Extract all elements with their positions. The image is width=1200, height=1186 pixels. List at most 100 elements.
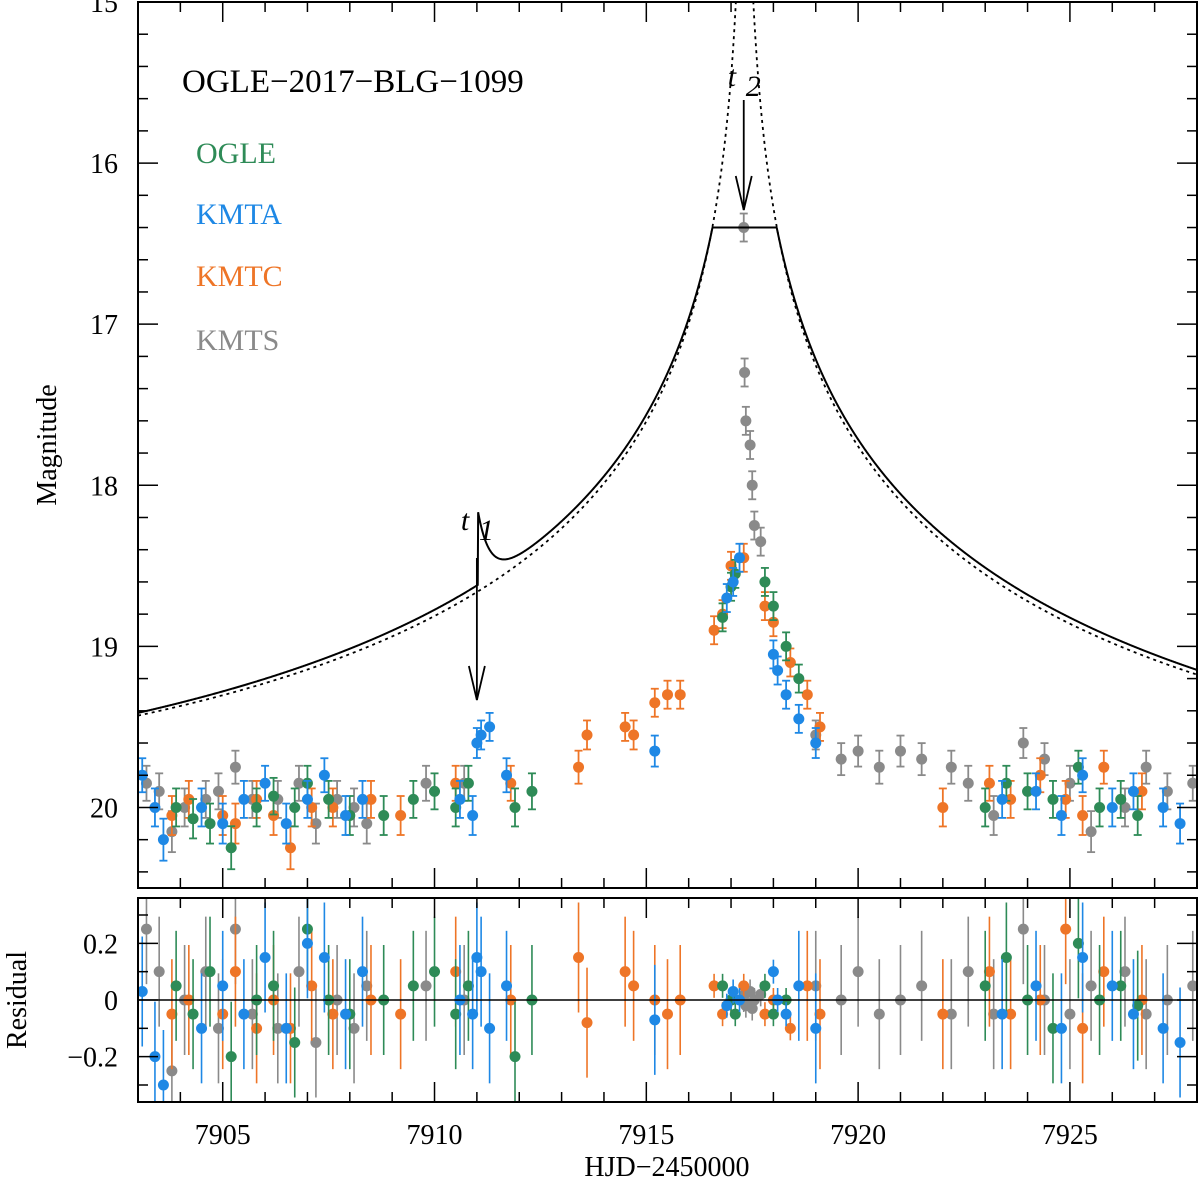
kmts-point	[140, 764, 152, 802]
kmts-point	[1140, 749, 1152, 785]
ogle-marker	[793, 673, 805, 685]
kmtc-marker	[284, 842, 296, 854]
x-tick-label: 7905	[195, 1120, 251, 1151]
ogle-residual-point	[1115, 930, 1127, 1041]
kmta-marker	[357, 793, 369, 805]
chart-title: OGLE−2017−BLG−1099	[182, 64, 524, 100]
ogle-point	[509, 787, 521, 828]
y-tick-label: 15	[90, 0, 118, 19]
kmta-residual-marker	[1157, 1022, 1169, 1034]
kmta-point	[157, 817, 169, 862]
kmts-marker	[873, 761, 885, 773]
residual-panel: 7905 7910 7915 7920 7925 0.2 0 −0.2	[67, 897, 1198, 1151]
kmts-residual-marker	[1017, 923, 1029, 935]
kmtc-residual-point	[708, 973, 720, 998]
ogle-residual-point	[979, 930, 991, 1041]
kmta-marker	[1030, 785, 1042, 797]
kmts-residual-point	[348, 973, 360, 1084]
kmts-residual-marker	[916, 980, 928, 992]
y-tick-label: 0	[104, 986, 118, 1017]
kmtc-residual-marker	[327, 1008, 339, 1020]
ogle-marker	[1022, 785, 1034, 797]
kmta-residual-marker	[196, 1022, 208, 1034]
kmta-residual-marker	[340, 1008, 352, 1020]
kmta-residual-point	[217, 930, 229, 1041]
kmtc-residual-point	[738, 973, 750, 998]
kmts-residual-marker	[272, 1022, 284, 1034]
ogle-residual-point	[1047, 973, 1059, 1084]
ogle-marker	[429, 785, 441, 797]
kmtc-residual-marker	[738, 980, 750, 992]
kmts-residual-marker	[962, 966, 974, 978]
kmta-point	[996, 780, 1008, 819]
kmta-marker	[772, 665, 784, 677]
kmts-residual-point	[246, 959, 258, 1070]
kmta-point	[734, 542, 746, 573]
kmts-point	[1119, 787, 1131, 828]
kmts-marker	[988, 810, 1000, 822]
kmts-point	[200, 780, 212, 819]
kmtc-point	[581, 719, 593, 751]
ogle-residual-point	[729, 1002, 741, 1027]
kmts-marker	[348, 801, 360, 813]
kmtc-residual-marker	[229, 966, 241, 978]
kmts-residual-point	[272, 973, 284, 1084]
kmts-residual-point	[310, 987, 322, 1098]
y-tick-label: 16	[90, 149, 118, 180]
kmtc-point	[662, 679, 673, 710]
y-axis-title-residual: Residual	[2, 951, 33, 1049]
legend-kmts: KMTS	[196, 324, 279, 357]
kmta-point	[501, 757, 513, 794]
ogle-marker	[1132, 810, 1144, 822]
kmts-point	[740, 405, 752, 436]
kmtc-residual-marker	[983, 966, 995, 978]
t1-subscript: 1	[479, 514, 494, 547]
kmts-residual-marker	[988, 1008, 1000, 1020]
kmta-residual-point	[1174, 987, 1186, 1098]
kmts-residual-marker	[873, 1008, 885, 1020]
ogle-residual-marker	[170, 980, 182, 992]
ogle-point	[429, 772, 441, 811]
ogle-residual-marker	[1047, 1022, 1059, 1034]
kmta-point	[340, 795, 352, 836]
kmts-marker	[894, 745, 906, 757]
kmta-residual-marker	[1106, 980, 1118, 992]
kmta-point	[357, 780, 369, 819]
ogle-residual-point	[187, 959, 199, 1070]
x-tick-label: 7925	[1042, 1120, 1098, 1151]
kmts-residual-point	[1064, 959, 1076, 1070]
kmtc-marker	[166, 810, 178, 822]
kmtc-point	[801, 679, 813, 710]
ogle-point	[462, 764, 474, 802]
kmts-marker	[740, 415, 752, 427]
kmtc-residual-marker	[937, 1008, 949, 1020]
kmtc-residual-marker	[801, 980, 813, 992]
kmta-residual-marker	[238, 1008, 250, 1020]
kmts-residual-point	[873, 959, 885, 1070]
kmts-residual-point	[962, 916, 974, 1027]
kmts-marker	[744, 439, 756, 451]
kmta-point	[1077, 757, 1089, 794]
kmts-residual-point	[1187, 930, 1197, 1041]
kmts-marker	[1039, 753, 1051, 765]
kmts-residual-point	[1140, 959, 1152, 1070]
kmtc-marker	[814, 721, 826, 733]
kmts-marker	[962, 777, 974, 789]
kmta-residual-marker	[793, 980, 805, 992]
kmts-marker	[293, 777, 305, 789]
ogle-marker	[204, 818, 216, 830]
kmtc-residual-marker	[1005, 1008, 1017, 1020]
kmtc-residual-marker	[708, 980, 720, 992]
kmts-point	[1187, 764, 1197, 802]
kmtc-marker	[365, 793, 377, 805]
y-tick-label: 19	[90, 632, 118, 663]
ogle-marker	[979, 801, 991, 813]
kmts-residual-marker	[310, 1037, 322, 1048]
kmta-residual-point	[280, 973, 292, 1084]
ogle-marker	[187, 813, 199, 825]
kmta-point	[1055, 795, 1067, 836]
ogle-point	[187, 798, 199, 840]
kmta-marker	[1127, 785, 1139, 797]
kmtc-residual-marker	[1060, 923, 1072, 935]
kmtc-residual-marker	[619, 966, 631, 978]
